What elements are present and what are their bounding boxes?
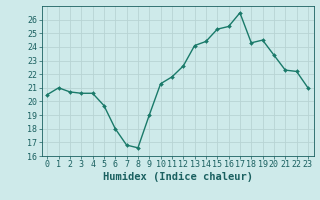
X-axis label: Humidex (Indice chaleur): Humidex (Indice chaleur) — [103, 172, 252, 182]
